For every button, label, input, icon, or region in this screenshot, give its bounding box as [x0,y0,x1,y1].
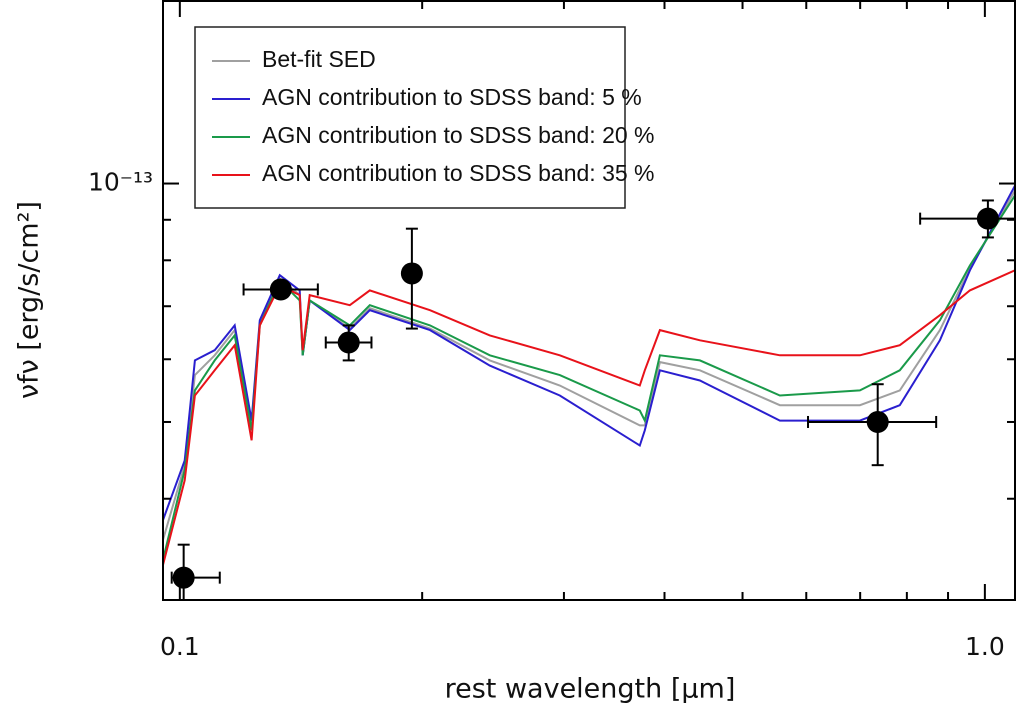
data-point [866,410,889,433]
sed-line [163,185,1015,521]
plot-area [163,185,1015,600]
data-point [976,207,999,230]
sed-line [163,269,1015,566]
data-point [400,262,423,285]
x-tick-label: 0.1 [160,632,200,661]
legend-label: AGN contribution to SDSS band: 5 % [262,84,642,110]
data-point [269,278,292,301]
sed-line [163,194,1015,560]
data-point [172,566,195,589]
x-axis-title: rest wavelength [μm] [445,674,736,705]
legend-label: Bet-fit SED [262,46,376,72]
legend-label: AGN contribution to SDSS band: 35 % [262,160,655,186]
sed-line [163,189,1015,541]
axes-frame [162,0,1016,601]
data-point [337,331,360,354]
x-tick-label: 1.0 [965,632,1005,661]
y-tick-label: 10⁻¹³ [88,168,153,197]
y-axis-title: νfν [erg/s/cm²] [14,201,45,399]
legend-label: AGN contribution to SDSS band: 20 % [262,122,655,148]
legend-box [194,26,626,209]
